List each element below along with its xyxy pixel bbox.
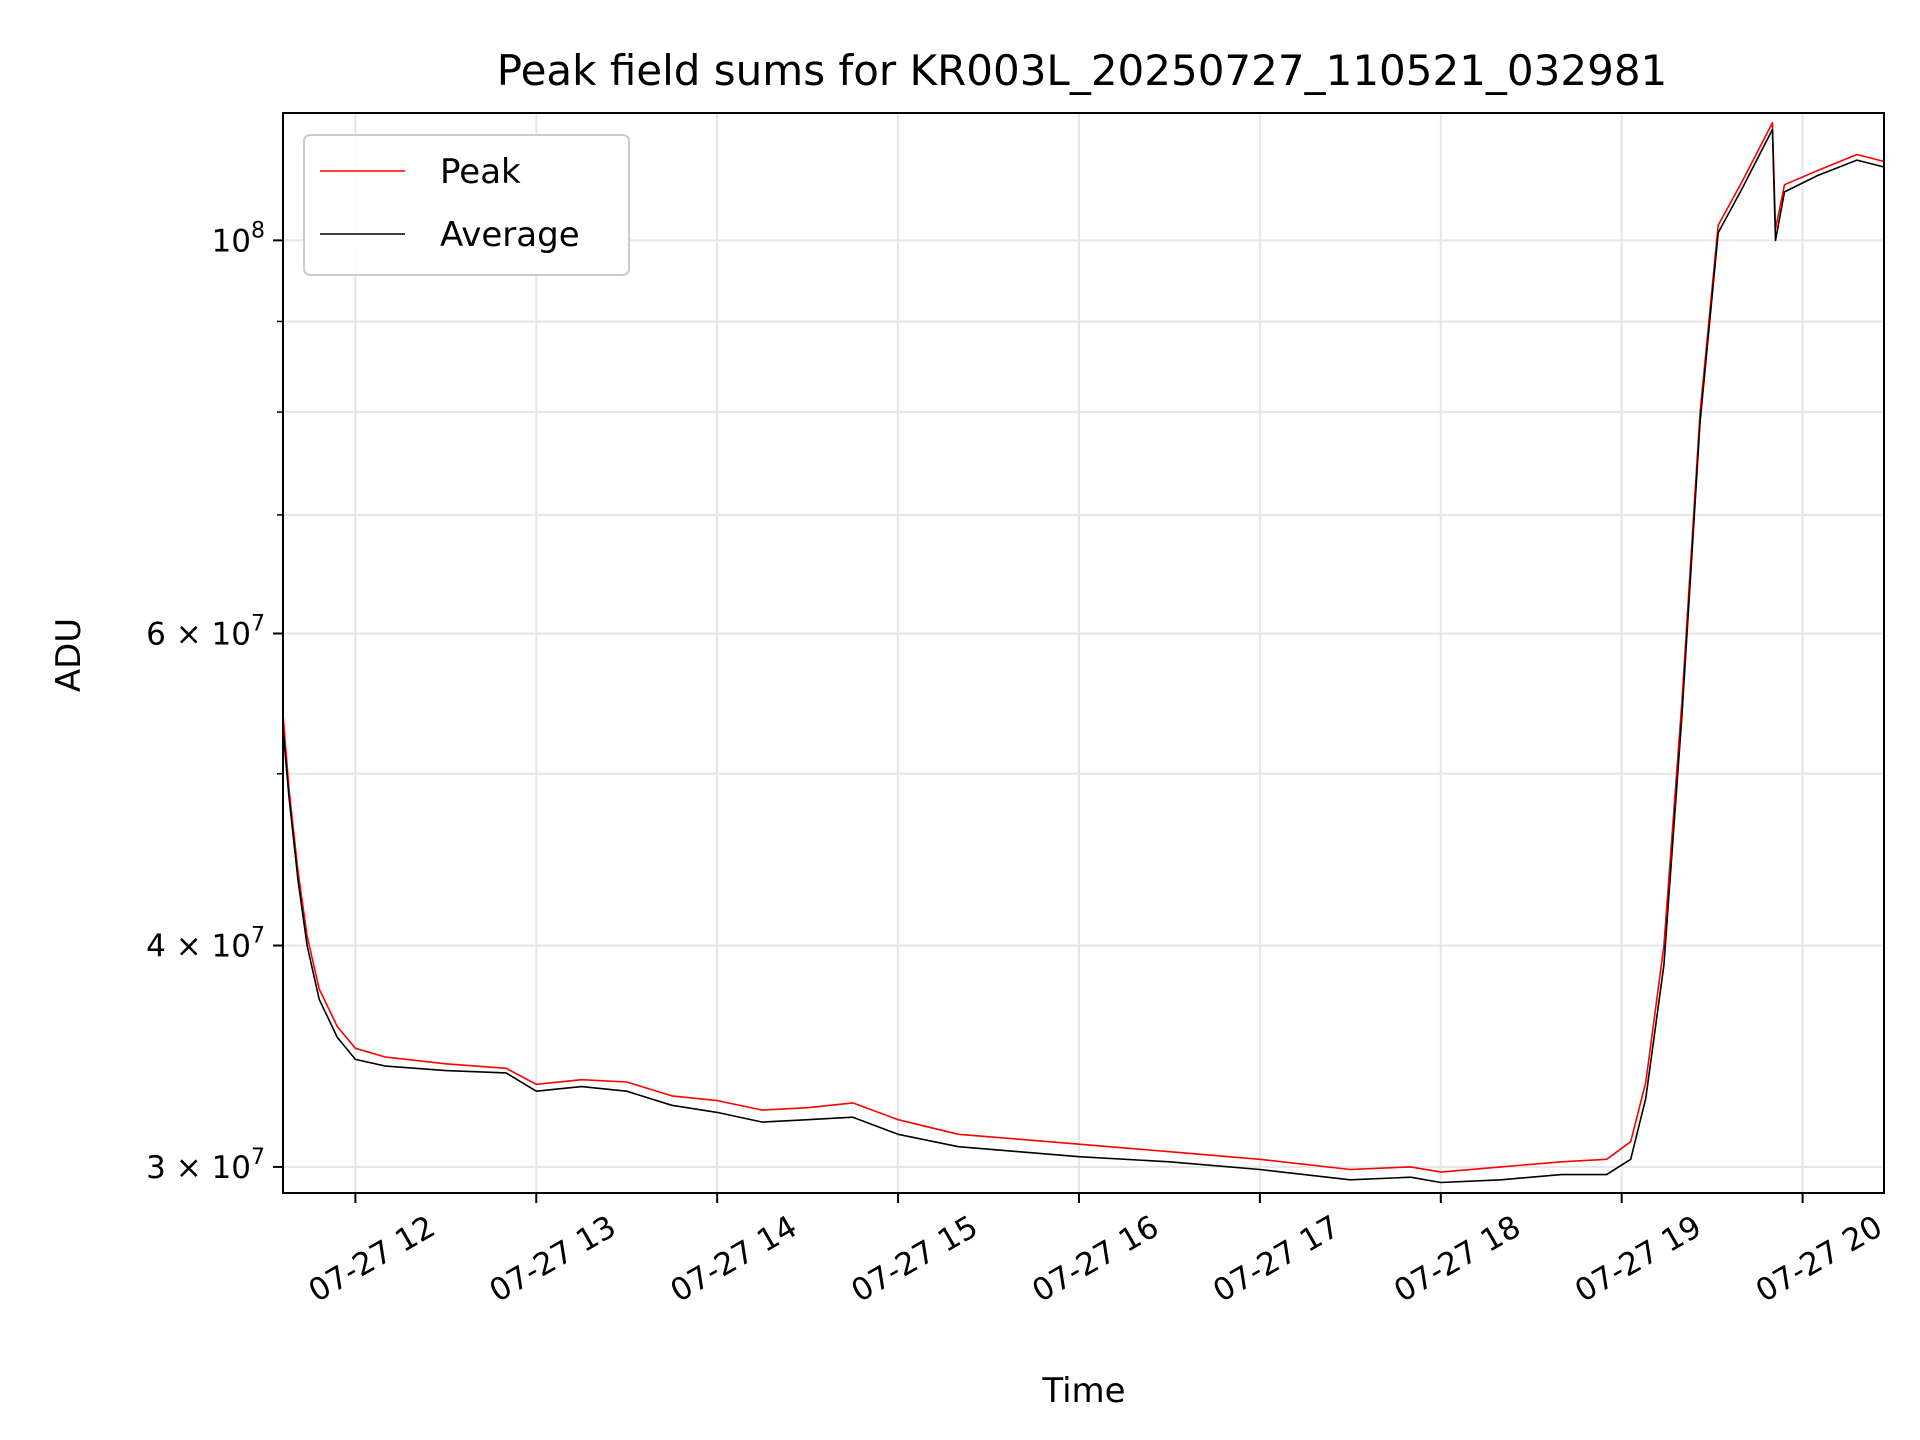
y-tick-label-1: 4 × 107: [146, 924, 265, 965]
series-line-peak: [282, 122, 1885, 1173]
chart-title: Peak field sums for KR003L_20250727_1105…: [497, 46, 1668, 95]
y-tick-label-2: 6 × 107: [146, 611, 265, 652]
x-axis-label: Time: [1041, 1371, 1125, 1411]
plot-area: [282, 112, 1885, 1194]
series-line-average: [282, 128, 1885, 1184]
y-axis-label: ADU: [49, 618, 89, 692]
legend-label-average: Average: [440, 215, 580, 255]
plot-background: [283, 113, 1884, 1193]
y-tick-label-3: 108: [212, 218, 265, 259]
legend: Peak Average: [303, 134, 630, 276]
plot-frame: [282, 112, 1885, 1194]
legend-frame: [303, 134, 630, 276]
y-tick-label-0: 3 × 107: [146, 1145, 265, 1186]
legend-label-peak: Peak: [440, 152, 521, 192]
grid-x: [354, 113, 1804, 1193]
series-layer: [282, 122, 1885, 1184]
y-axis: 3 × 107 4 × 107 6 × 107 108: [146, 218, 283, 1186]
